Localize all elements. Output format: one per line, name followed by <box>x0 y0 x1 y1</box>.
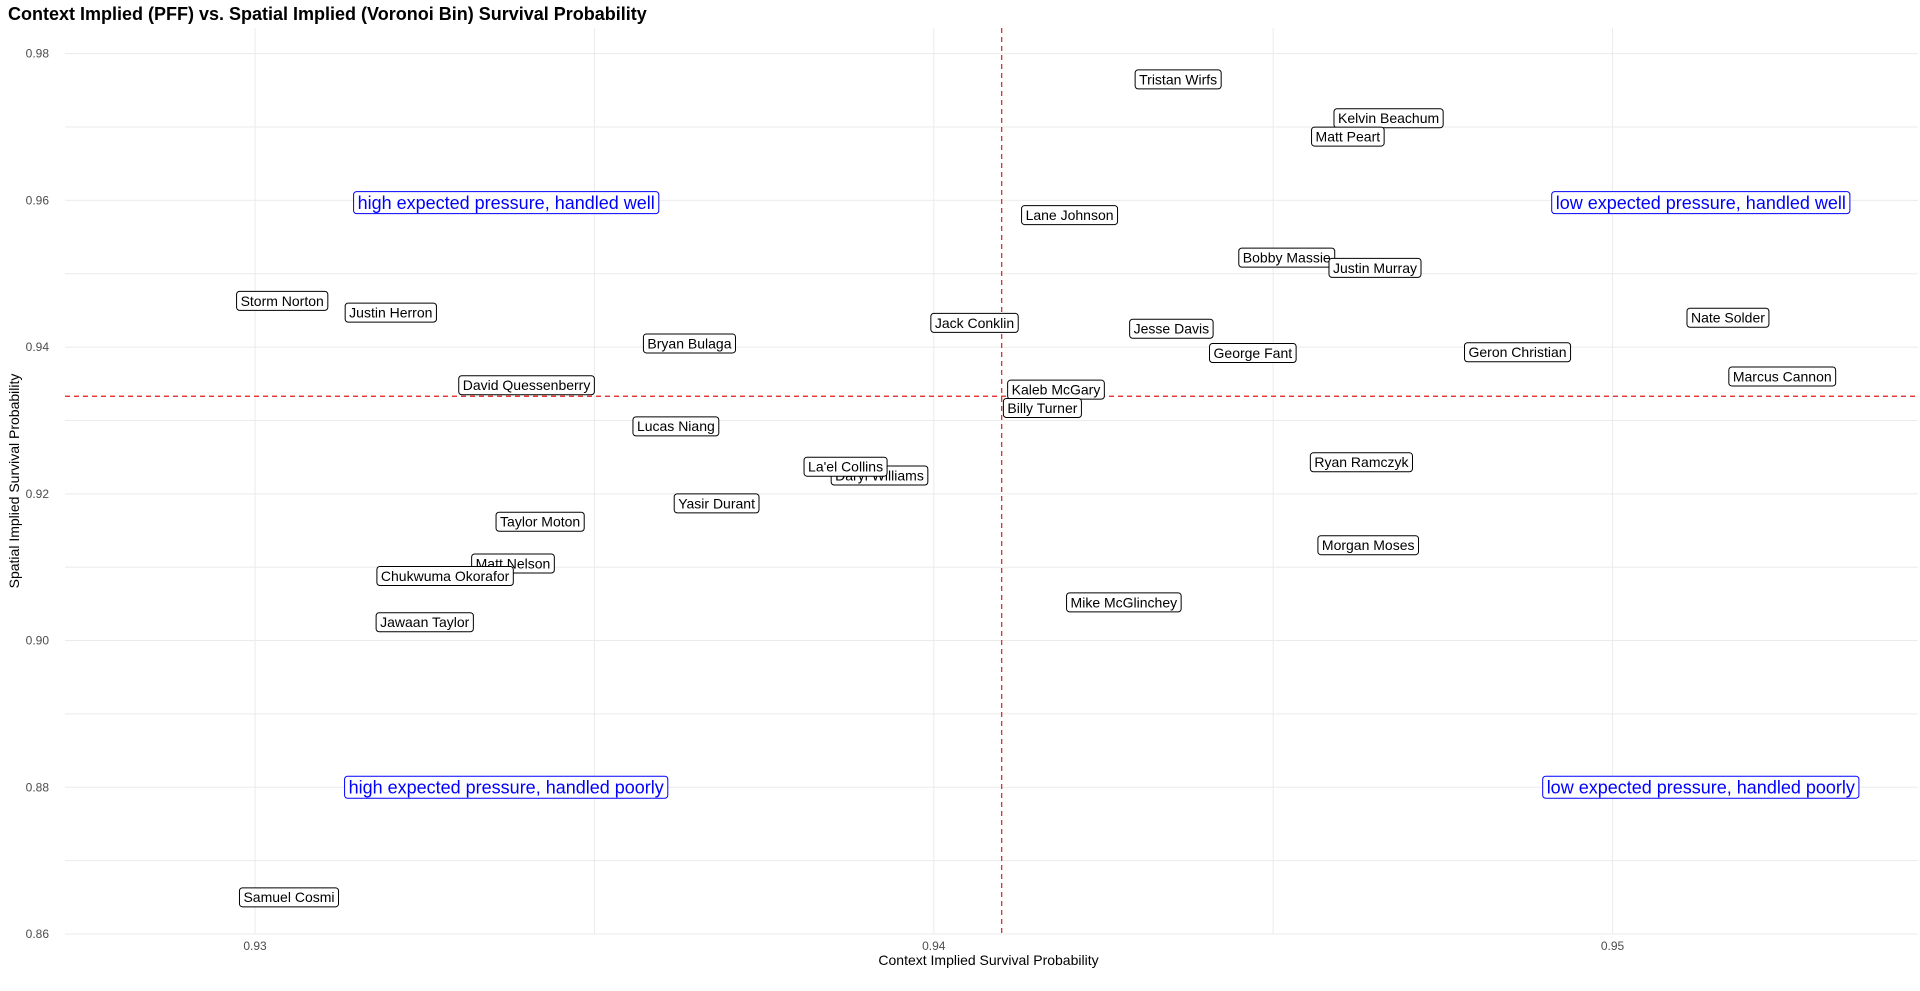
y-axis-ticks: 0.86 0.88 0.90 0.92 0.94 0.96 0.98 <box>26 47 50 941</box>
svg-text:Morgan Moses: Morgan Moses <box>1322 537 1415 553</box>
reference-lines <box>65 28 1918 934</box>
point-label: Kaleb McGary <box>1007 379 1105 400</box>
y-axis-title: Spatial Implied Survival Probability <box>6 374 22 589</box>
point-label: La'el Collins <box>803 456 888 477</box>
point-label: Lucas Niang <box>632 416 720 437</box>
svg-text:Bryan Bulaga: Bryan Bulaga <box>647 335 731 351</box>
y-tick-label: 0.90 <box>26 634 50 648</box>
svg-text:low expected pressure, handled: low expected pressure, handled well <box>1556 193 1846 213</box>
svg-text:George Fant: George Fant <box>1214 345 1293 361</box>
point-label: Taylor Moton <box>495 511 585 532</box>
point-label: Yasir Durant <box>673 493 760 514</box>
svg-text:Geron Christian: Geron Christian <box>1469 344 1567 360</box>
svg-text:Kaleb McGary: Kaleb McGary <box>1012 382 1101 398</box>
point-label: Bobby Massie <box>1238 247 1336 268</box>
svg-text:La'el Collins: La'el Collins <box>808 459 883 475</box>
svg-text:Kelvin Beachum: Kelvin Beachum <box>1338 110 1439 126</box>
svg-text:high expected pressure, handle: high expected pressure, handled well <box>358 193 655 213</box>
svg-text:Matt Peart: Matt Peart <box>1316 128 1381 144</box>
y-tick-label: 0.86 <box>26 927 50 941</box>
y-tick-label: 0.96 <box>26 193 50 207</box>
svg-text:David Quessenberry: David Quessenberry <box>463 377 591 393</box>
svg-text:Marcus Cannon: Marcus Cannon <box>1733 368 1832 384</box>
svg-text:Samuel Cosmi: Samuel Cosmi <box>243 889 334 905</box>
x-axis-ticks: 0.93 0.94 0.95 <box>243 939 1624 953</box>
quadrant-label: low expected pressure, handled well <box>1551 191 1851 215</box>
quadrant-label: high expected pressure, handled well <box>353 191 660 215</box>
y-tick-label: 0.92 <box>26 487 50 501</box>
y-tick-label: 0.94 <box>26 340 50 354</box>
point-label: Justin Herron <box>344 302 437 323</box>
point-label: Matt Peart <box>1311 126 1385 147</box>
quadrant-label: high expected pressure, handled poorly <box>344 775 669 799</box>
point-label: Bryan Bulaga <box>642 333 736 354</box>
x-tick-label: 0.94 <box>922 939 946 953</box>
svg-text:Chukwuma Okorafor: Chukwuma Okorafor <box>381 568 510 584</box>
svg-text:Lucas Niang: Lucas Niang <box>637 418 715 434</box>
point-label: Billy Turner <box>1002 398 1082 419</box>
point-label: Jesse Davis <box>1129 318 1214 339</box>
point-label: David Quessenberry <box>458 375 595 396</box>
svg-text:Billy Turner: Billy Turner <box>1007 400 1077 416</box>
point-label: Geron Christian <box>1464 342 1572 363</box>
svg-text:Yasir Durant: Yasir Durant <box>678 495 755 511</box>
svg-text:Ryan Ramczyk: Ryan Ramczyk <box>1314 454 1409 470</box>
point-label: Justin Murray <box>1328 257 1422 278</box>
x-tick-label: 0.95 <box>1601 939 1625 953</box>
x-tick-label: 0.93 <box>243 939 267 953</box>
svg-text:Justin Murray: Justin Murray <box>1333 260 1417 276</box>
point-label: Tristan Wirfs <box>1134 69 1222 90</box>
svg-text:high expected pressure, handle: high expected pressure, handled poorly <box>349 778 664 798</box>
point-label: Storm Norton <box>236 290 329 311</box>
svg-text:Jack Conklin: Jack Conklin <box>935 315 1014 331</box>
point-label: Chukwuma Okorafor <box>376 566 514 587</box>
point-label: Samuel Cosmi <box>238 887 340 908</box>
svg-text:Jesse Davis: Jesse Davis <box>1134 321 1209 337</box>
quadrant-label: low expected pressure, handled poorly <box>1542 775 1860 799</box>
x-axis-title: Context Implied Survival Probability <box>878 952 1098 968</box>
point-label: Jack Conklin <box>930 312 1019 333</box>
quadrant-labels: high expected pressure, handled well low … <box>344 191 1860 799</box>
point-label: George Fant <box>1209 342 1297 363</box>
point-label: Morgan Moses <box>1317 535 1420 556</box>
svg-text:Jawaan Taylor: Jawaan Taylor <box>380 614 470 630</box>
svg-text:Taylor Moton: Taylor Moton <box>500 514 580 530</box>
svg-text:Nate Solder: Nate Solder <box>1691 310 1765 326</box>
point-label: Marcus Cannon <box>1728 366 1837 387</box>
point-labels: Tristan Wirfs Kelvin Beachum Matt Peart Lan… <box>236 69 1837 908</box>
point-label: Ryan Ramczyk <box>1309 452 1413 473</box>
point-label: Mike McGlinchey <box>1066 592 1182 613</box>
svg-text:Justin Herron: Justin Herron <box>349 305 432 321</box>
point-label: Nate Solder <box>1686 307 1770 328</box>
chart-title: Context Implied (PFF) vs. Spatial Implie… <box>8 4 647 24</box>
svg-text:low expected pressure, handled: low expected pressure, handled poorly <box>1547 778 1855 798</box>
point-label: Kelvin Beachum <box>1333 108 1444 129</box>
svg-text:Storm Norton: Storm Norton <box>241 293 324 309</box>
point-label: Jawaan Taylor <box>375 612 474 633</box>
svg-text:Tristan Wirfs: Tristan Wirfs <box>1139 71 1217 87</box>
svg-text:Mike McGlinchey: Mike McGlinchey <box>1071 594 1178 610</box>
point-label: Lane Johnson <box>1021 205 1119 226</box>
y-tick-label: 0.88 <box>26 780 50 794</box>
y-tick-label: 0.98 <box>26 47 50 61</box>
svg-text:Bobby Massie: Bobby Massie <box>1243 250 1331 266</box>
svg-text:Lane Johnson: Lane Johnson <box>1026 207 1114 223</box>
